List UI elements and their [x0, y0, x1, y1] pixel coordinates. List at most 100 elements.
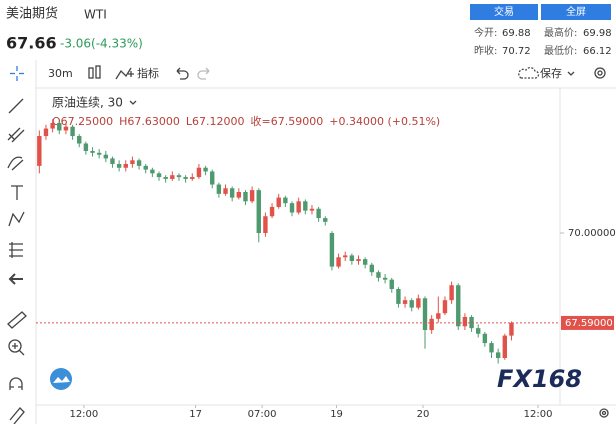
crosshair-tool[interactable]	[10, 66, 24, 81]
candle-body	[70, 126, 75, 137]
candle-body	[349, 255, 355, 262]
magnet-tool[interactable]	[9, 377, 23, 390]
fullscreen-button-label[interactable]: 全屏	[566, 5, 586, 18]
interval-button[interactable]: 30m	[48, 67, 73, 80]
trade-button[interactable]	[470, 4, 538, 20]
candle-body	[303, 201, 308, 211]
candle-body	[256, 190, 261, 234]
x-tick-label: 17	[189, 409, 202, 420]
candle-body	[203, 167, 208, 172]
candle-body	[323, 218, 328, 222]
x-tick-label: 19	[330, 409, 343, 420]
candle-body	[96, 152, 102, 155]
x-tick-label: 12:00	[524, 409, 553, 420]
candle-body	[502, 335, 508, 358]
candle-body	[329, 233, 335, 267]
trendline-tool[interactable]	[8, 98, 24, 114]
candle-body	[343, 255, 348, 258]
candle-body	[389, 279, 394, 289]
candle-body	[176, 175, 182, 178]
candle-body	[416, 298, 421, 308]
ohlc-value: +0.34000 (+0.51%)	[329, 115, 440, 128]
candle-body	[469, 316, 474, 329]
candle-body	[43, 128, 49, 137]
text-tool[interactable]	[11, 185, 23, 200]
candle-body	[263, 216, 268, 234]
ohlc-value: L67.12000	[186, 115, 245, 128]
candle-body	[243, 191, 248, 202]
fib-tool[interactable]	[7, 127, 25, 143]
y-tick-label: 70.00000	[568, 228, 616, 239]
title-dropdown[interactable]	[129, 100, 137, 105]
candle-body	[442, 300, 448, 314]
candle-body	[436, 313, 441, 319]
candle-body	[150, 169, 155, 174]
redo-button[interactable]	[197, 67, 210, 80]
candle-body	[183, 177, 188, 179]
stat-label: 最高价:	[544, 26, 577, 39]
candle-body	[103, 154, 109, 159]
prediction-tool[interactable]	[9, 242, 23, 258]
x-tick-label: 20	[417, 409, 430, 420]
fullscreen-button[interactable]	[541, 4, 611, 20]
chart-style-button[interactable]	[88, 65, 101, 79]
candle-body	[37, 136, 42, 166]
save-dropdown[interactable]	[567, 71, 575, 76]
candle-body	[283, 197, 288, 204]
candle-body	[190, 177, 195, 179]
candle-body	[136, 160, 142, 166]
candle-body	[429, 318, 434, 331]
candle-body	[422, 298, 428, 331]
candle-body	[509, 322, 514, 336]
candle-body	[116, 164, 122, 168]
price-change: -3.06(-4.33%)	[60, 37, 143, 51]
candle-body	[356, 259, 361, 262]
candle-body	[196, 167, 202, 178]
candle-body	[63, 126, 69, 131]
candle-body	[110, 158, 115, 165]
undo-button[interactable]	[176, 67, 189, 80]
pattern-tool[interactable]	[8, 211, 25, 227]
stat-label: 最低价:	[544, 44, 577, 57]
last-price-label: 67.59000	[565, 318, 613, 329]
candle-body	[309, 208, 315, 211]
cloud-icon[interactable]	[518, 66, 540, 79]
watermark-logo	[50, 368, 72, 390]
time-settings[interactable]	[599, 408, 609, 418]
ohlc-value: O67.25000	[52, 115, 113, 128]
candle-body	[143, 165, 148, 170]
candle-body	[409, 300, 414, 308]
stat-label: 今开:	[474, 26, 497, 39]
stat-value: 70.72	[502, 46, 531, 57]
candle-body	[489, 343, 494, 353]
plot: 70.00000 12:00 17 07:00 19 20 12:00 67.59000	[36, 119, 616, 420]
save-button[interactable]: 保存	[540, 66, 562, 80]
candle-body	[482, 333, 488, 344]
indicators-button[interactable]: 指标	[137, 66, 159, 80]
ohlc-value: H67.63000	[119, 115, 180, 128]
measure-tool[interactable]	[7, 311, 27, 329]
brush-tool[interactable]	[7, 156, 24, 171]
zoom-tool[interactable]	[8, 339, 25, 356]
candle-body	[163, 177, 168, 179]
candle-body	[216, 184, 222, 194]
watermark: FX168	[497, 365, 582, 393]
candle-body	[156, 173, 162, 178]
candle-body	[296, 201, 301, 213]
back-tool[interactable]	[8, 273, 23, 285]
candle-body	[316, 208, 321, 219]
settings-button[interactable]	[594, 67, 606, 79]
drawing-tools	[7, 98, 27, 425]
lock-tool[interactable]	[9, 407, 25, 425]
candle-body	[83, 143, 89, 151]
trade-button-label[interactable]: 交易	[494, 5, 514, 18]
candle-body	[456, 285, 461, 327]
candle-body	[236, 191, 242, 198]
indicator-icon[interactable]	[115, 67, 134, 80]
candle-body	[476, 328, 481, 334]
candle-body	[57, 122, 62, 131]
candle-body	[90, 150, 95, 153]
candle-body	[276, 197, 281, 207]
